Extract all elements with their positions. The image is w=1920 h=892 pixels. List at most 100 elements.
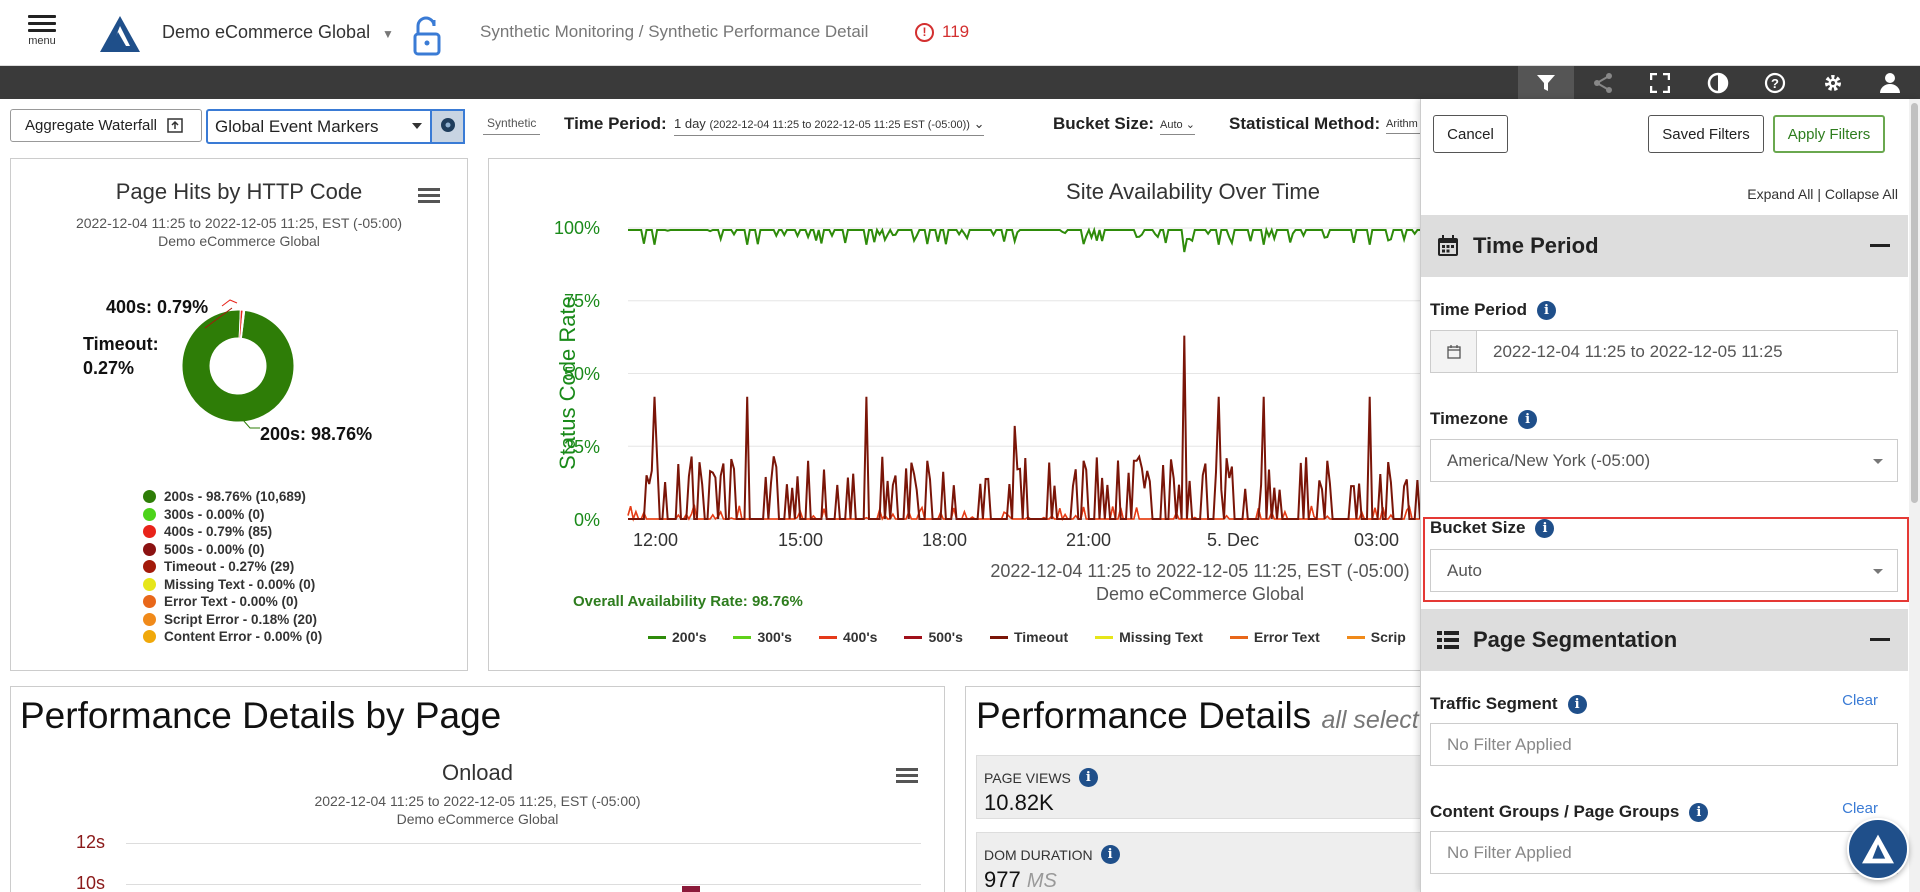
availability-subtitle: 2022-12-04 11:25 to 2022-12-05 11:25, ES… [990,561,1410,581]
scrollbar-thumb[interactable] [1911,103,1918,503]
filter-icon[interactable] [1518,66,1574,99]
info-icon[interactable]: i [1535,518,1555,538]
legend-item[interactable]: 300's [733,629,792,645]
legend-item[interactable]: Timeout - 0.27% (29) [143,558,322,576]
fullscreen-icon[interactable] [1632,66,1688,99]
clear-content-groups-link[interactable]: Clear [1842,800,1878,817]
availability-title: Site Availability Over Time [1066,179,1320,204]
legend-item[interactable]: 200's [648,629,706,645]
legend-label: 300's [757,629,792,645]
performance-details-title-text: Performance Details [976,695,1312,736]
time-period-field-value: 2022-12-04 11:25 to 2022-12-05 11:25 [1493,341,1783,361]
availability-chart [627,226,1420,522]
collapse-icon[interactable] [1870,638,1890,641]
info-icon[interactable]: i [1518,409,1538,429]
event-markers-select[interactable]: Global Event Markers [206,109,432,144]
bucket-size-highlight [1423,517,1909,602]
grid-line [126,884,921,885]
legend-item[interactable]: 400's [818,629,878,645]
chevron-down-icon[interactable]: ▼ [382,27,394,41]
info-icon[interactable]: i [1567,694,1587,714]
aggregate-waterfall-button[interactable]: Aggregate Waterfall [10,109,202,142]
performance-details-title-suffix: all select [1321,706,1419,734]
legend-swatch [818,635,837,639]
time-period-section-header[interactable]: Time Period [1421,215,1908,277]
chart-menu-icon[interactable] [418,188,440,206]
legend-item[interactable]: 300s - 0.00% (0) [143,506,322,524]
settings-icon[interactable] [1805,66,1861,99]
legend-swatch [1346,635,1365,639]
share-icon[interactable] [1575,66,1631,99]
legend-item[interactable]: 500's [904,629,963,645]
svg-text:?: ? [1771,76,1779,91]
legend-item[interactable]: Error Text [1229,629,1320,645]
clear-traffic-segment-link[interactable]: Clear [1842,692,1878,709]
content-groups-value: No Filter Applied [1447,842,1572,862]
page-hits-title: Page Hits by HTTP Code [115,179,363,204]
legend-item[interactable]: Scrip [1346,629,1406,645]
metric-label: PAGE VIEWS [984,769,1071,786]
time-period-filter-label: Time Period: [564,114,667,133]
help-icon[interactable]: ? [1747,66,1803,99]
calendar-icon[interactable] [1431,331,1477,372]
bucket-size-select[interactable]: Auto [1430,549,1898,592]
legend-item[interactable]: Content Error - 0.00% (0) [143,628,322,646]
time-period-filter-value[interactable]: 1 day (2022-12-04 11:25 to 2022-12-05 11… [674,116,985,136]
legend-item[interactable]: Script Error - 0.18% (20) [143,611,322,629]
timezone-label-text: Timezone [1430,409,1509,428]
panel-scrollbar[interactable] [1909,99,1920,892]
legend-item[interactable]: 500s - 0.00% (0) [143,541,322,559]
alerts-indicator[interactable]: ! 119 [915,22,969,42]
info-icon[interactable]: i [1078,768,1098,787]
legend-item[interactable]: Error Text - 0.00% (0) [143,593,322,611]
traffic-segment-label-text: Traffic Segment [1430,694,1558,713]
event-markers-pin-button[interactable] [432,109,465,144]
bucket-filter-value[interactable]: Auto ⌄ [1160,118,1195,135]
collapse-all-link[interactable]: Collapse All [1824,186,1898,202]
time-period-field[interactable]: 2022-12-04 11:25 to 2022-12-05 11:25 [1430,330,1898,373]
user-icon[interactable] [1862,66,1918,99]
app-selector[interactable]: Demo eCommerce Global [162,22,371,42]
info-icon[interactable]: i [1689,802,1709,822]
legend-dot [143,560,156,574]
legend-item[interactable]: 200s - 98.76% (10,689) [143,488,322,506]
chart-menu-icon[interactable] [896,768,918,786]
metric-value: 10.82K [984,790,1054,815]
alert-icon: ! [915,22,934,42]
expand-all-link[interactable]: Expand All [1747,186,1814,202]
donut-slice-200s[interactable] [181,309,295,423]
cancel-button[interactable]: Cancel [1433,115,1508,153]
page-hits-donut [181,309,295,423]
info-icon[interactable]: i [1537,300,1556,320]
menu-button[interactable]: menu [22,12,62,60]
timezone-select[interactable]: America/New York (-05:00) [1430,439,1898,482]
legend-label: 400's [842,629,878,645]
performance-by-page-title: Performance Details by Page [20,695,502,736]
page-segmentation-section-header[interactable]: Page Segmentation [1421,609,1908,671]
legend-label: 500s - 0.00% (0) [164,541,265,557]
unlock-icon[interactable] [410,12,444,56]
legend-item[interactable]: Missing Text - 0.00% (0) [143,576,322,594]
method-filter-value[interactable]: Arithm [1386,118,1420,134]
filter-chip-synthetic[interactable]: Synthetic [483,114,541,135]
page-segmentation-section-title: Page Segmentation [1473,627,1678,652]
pie-label-200s: 200s: 98.76% [260,424,373,444]
info-icon[interactable]: i [1100,845,1120,864]
content-groups-field[interactable]: No Filter Applied [1430,831,1898,874]
saved-filters-button[interactable]: Saved Filters [1648,115,1764,153]
brand-logo[interactable] [98,14,142,54]
legend-item[interactable]: 400s - 0.79% (85) [143,523,322,541]
collapse-icon[interactable] [1870,244,1890,247]
assistant-button[interactable] [1847,818,1909,880]
legend-label: Missing Text [1119,629,1203,645]
contrast-icon[interactable] [1690,66,1746,99]
traffic-segment-field[interactable]: No Filter Applied [1430,723,1898,766]
menu-icon [28,15,56,18]
legend-label: Timeout [1013,629,1069,645]
legend-item[interactable]: Timeout [989,629,1069,645]
apply-filters-button[interactable]: Apply Filters [1773,115,1885,153]
legend-item[interactable]: Missing Text [1095,629,1203,645]
legend-swatch [733,635,752,639]
donut-slice-script-error[interactable] [240,309,246,339]
legend-label: Scrip [1370,629,1406,645]
